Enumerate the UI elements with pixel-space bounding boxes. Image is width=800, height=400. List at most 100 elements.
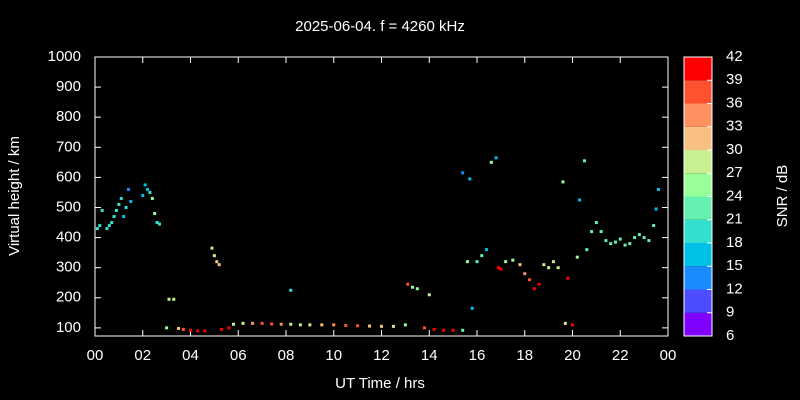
y-tick-label: 1000	[48, 48, 81, 65]
data-point	[172, 297, 176, 301]
x-tick-label: 20	[564, 347, 581, 364]
data-point	[654, 207, 658, 211]
data-point	[504, 260, 508, 264]
data-point	[575, 255, 579, 259]
data-point	[217, 263, 221, 267]
colorbar-band	[684, 266, 712, 290]
data-point	[578, 198, 582, 202]
data-point	[289, 288, 293, 292]
data-point	[613, 240, 617, 244]
data-point	[556, 266, 560, 270]
data-point	[451, 328, 455, 332]
data-point	[141, 193, 145, 197]
data-point	[656, 187, 660, 191]
colorbar-band	[684, 312, 712, 336]
x-tick-label: 00	[87, 347, 104, 364]
data-point	[523, 272, 527, 276]
data-point	[652, 224, 656, 228]
data-point	[114, 208, 118, 212]
data-point	[107, 224, 111, 228]
data-point	[98, 224, 102, 228]
data-point	[298, 323, 302, 327]
data-point	[368, 324, 372, 328]
data-point	[532, 287, 536, 291]
data-point	[551, 260, 555, 264]
data-point	[511, 258, 515, 262]
data-point	[119, 196, 123, 200]
data-point	[146, 187, 150, 191]
colorbar-tick-label: 24	[726, 187, 743, 204]
data-point	[647, 239, 651, 243]
data-point	[260, 321, 264, 325]
data-point	[415, 287, 419, 291]
data-point	[215, 260, 219, 264]
data-point	[391, 324, 395, 328]
data-point	[442, 328, 446, 332]
data-point	[196, 329, 200, 333]
data-point	[157, 222, 161, 226]
data-point	[203, 329, 207, 333]
colorbar-band	[684, 57, 712, 81]
data-point	[153, 212, 157, 216]
data-point	[470, 306, 474, 310]
colorbar-band	[684, 126, 712, 150]
colorbar-tick-label: 6	[726, 327, 734, 344]
data-point	[289, 322, 293, 326]
data-point	[270, 322, 274, 326]
data-point	[105, 227, 109, 231]
data-point	[494, 156, 498, 160]
data-point	[110, 221, 114, 225]
data-point	[189, 328, 192, 332]
chart-title: 2025-06-04. f = 4260 kHz	[295, 18, 465, 35]
x-tick-label: 00	[660, 347, 677, 364]
data-point	[95, 227, 99, 231]
colorbar-tick-label: 9	[726, 304, 734, 321]
data-point	[461, 171, 465, 175]
data-point	[542, 263, 546, 267]
data-point	[485, 248, 489, 252]
data-point	[356, 324, 360, 328]
data-point	[537, 282, 541, 286]
x-tick-label: 18	[516, 347, 533, 364]
data-point	[518, 263, 522, 267]
data-point	[380, 324, 383, 328]
data-point	[251, 321, 255, 325]
data-point	[480, 254, 484, 258]
data-point	[227, 326, 231, 330]
colorbar-band	[684, 103, 712, 127]
x-tick-label: 10	[325, 347, 342, 364]
data-point	[165, 326, 169, 330]
y-tick-label: 100	[56, 319, 81, 336]
data-point	[618, 237, 622, 241]
data-point	[220, 327, 224, 331]
data-point	[143, 183, 147, 187]
data-point	[344, 323, 348, 327]
data-point	[432, 327, 436, 331]
data-point	[563, 321, 567, 325]
data-point	[571, 323, 574, 327]
data-point	[475, 260, 479, 264]
data-point	[633, 236, 637, 240]
colorbar-tick-label: 33	[726, 118, 743, 135]
data-point	[129, 199, 133, 203]
data-point	[489, 160, 493, 164]
x-tick-label: 08	[278, 347, 295, 364]
x-tick-label: 14	[421, 347, 438, 364]
data-point	[332, 323, 336, 327]
data-point	[468, 177, 472, 181]
y-tick-label: 300	[56, 259, 81, 276]
x-tick-label: 12	[373, 347, 390, 364]
data-point	[124, 205, 128, 209]
data-point	[628, 242, 632, 246]
data-point	[465, 260, 469, 264]
x-tick-label: 04	[182, 347, 199, 364]
data-point	[177, 326, 181, 330]
x-tick-label: 22	[612, 347, 629, 364]
x-tick-label: 16	[469, 347, 486, 364]
colorbar-tick-label: 27	[726, 164, 743, 181]
data-point	[117, 202, 121, 206]
data-point	[599, 230, 603, 234]
y-tick-label: 800	[56, 108, 81, 125]
colorbar-tick-label: 39	[726, 71, 743, 88]
